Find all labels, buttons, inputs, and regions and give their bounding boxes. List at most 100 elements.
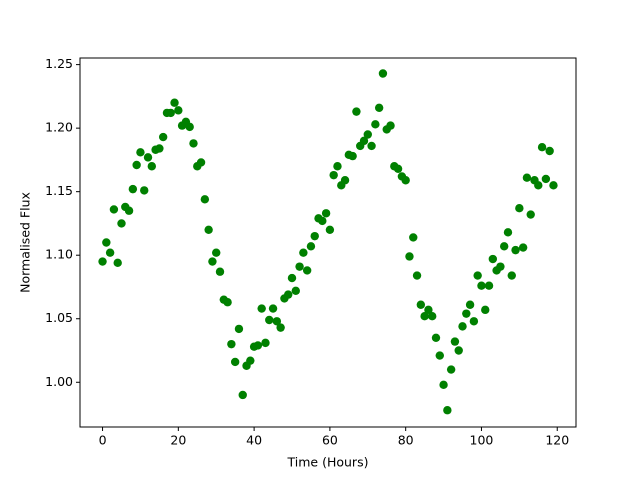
point bbox=[109, 205, 119, 214]
point bbox=[477, 281, 486, 290]
point bbox=[522, 173, 532, 182]
point bbox=[200, 195, 210, 204]
x-tick-label: 40 bbox=[246, 433, 262, 448]
point bbox=[462, 309, 471, 318]
point bbox=[481, 305, 490, 315]
point bbox=[401, 176, 410, 185]
point bbox=[511, 245, 520, 255]
point bbox=[174, 106, 183, 115]
point bbox=[458, 322, 467, 331]
point bbox=[496, 262, 505, 271]
point bbox=[124, 206, 134, 215]
x-tick-label: 20 bbox=[170, 433, 186, 448]
point bbox=[443, 406, 452, 415]
point bbox=[325, 225, 335, 234]
point bbox=[128, 184, 138, 194]
point bbox=[189, 139, 198, 148]
point bbox=[253, 341, 263, 350]
x-tick-label: 60 bbox=[322, 433, 338, 448]
point bbox=[230, 357, 240, 367]
point bbox=[302, 266, 312, 275]
point bbox=[318, 216, 327, 226]
y-tick-label: 1.15 bbox=[45, 183, 73, 198]
point bbox=[386, 121, 395, 130]
point bbox=[204, 225, 213, 234]
y-tick-label: 1.05 bbox=[45, 310, 73, 325]
point bbox=[537, 143, 547, 152]
point bbox=[488, 254, 498, 264]
point bbox=[299, 248, 308, 257]
point bbox=[405, 252, 414, 261]
point bbox=[234, 324, 244, 334]
point bbox=[276, 323, 285, 332]
point bbox=[454, 346, 463, 355]
x-tick-label: 120 bbox=[545, 433, 569, 448]
point bbox=[446, 365, 456, 374]
point bbox=[484, 281, 494, 290]
point bbox=[340, 176, 350, 185]
point bbox=[412, 271, 422, 280]
y-tick-label: 1.10 bbox=[45, 247, 73, 262]
point bbox=[431, 333, 441, 342]
point bbox=[374, 103, 384, 113]
point bbox=[329, 170, 338, 180]
point bbox=[272, 317, 282, 326]
point bbox=[378, 69, 388, 78]
point bbox=[371, 120, 380, 129]
point bbox=[261, 338, 270, 348]
point bbox=[265, 315, 274, 325]
point bbox=[132, 160, 141, 170]
point bbox=[257, 304, 266, 313]
point bbox=[227, 339, 236, 349]
point bbox=[549, 181, 558, 190]
point bbox=[534, 181, 543, 190]
y-tick-label: 1.20 bbox=[45, 120, 73, 135]
point bbox=[113, 258, 122, 268]
point bbox=[98, 257, 107, 266]
point bbox=[246, 356, 255, 365]
point bbox=[215, 267, 225, 276]
point bbox=[333, 162, 342, 171]
point bbox=[212, 248, 221, 257]
point bbox=[469, 317, 479, 326]
point bbox=[291, 286, 300, 295]
point bbox=[507, 271, 516, 280]
point bbox=[439, 380, 448, 390]
y-tick-label: 1.25 bbox=[45, 56, 73, 71]
point bbox=[393, 164, 403, 174]
point bbox=[465, 300, 475, 309]
point bbox=[102, 238, 111, 247]
x-tick-label: 80 bbox=[398, 433, 414, 448]
point bbox=[287, 273, 297, 283]
point bbox=[420, 311, 429, 321]
point bbox=[541, 174, 551, 184]
point bbox=[306, 242, 316, 251]
point bbox=[196, 158, 206, 167]
point bbox=[348, 151, 357, 161]
y-tick-label: 1.00 bbox=[45, 374, 73, 389]
point bbox=[310, 231, 319, 241]
point bbox=[359, 136, 369, 146]
y-axis-label: Normalised Flux bbox=[18, 192, 33, 293]
point bbox=[416, 300, 426, 309]
point bbox=[158, 132, 168, 142]
point bbox=[526, 210, 535, 219]
point bbox=[352, 107, 361, 116]
point bbox=[435, 351, 444, 360]
point bbox=[185, 122, 194, 132]
point bbox=[208, 257, 217, 266]
point bbox=[450, 337, 460, 346]
point bbox=[295, 262, 304, 271]
point bbox=[143, 153, 153, 162]
point bbox=[155, 144, 164, 153]
point bbox=[409, 233, 418, 242]
point bbox=[499, 242, 509, 251]
point bbox=[117, 219, 126, 228]
x-tick-label: 100 bbox=[470, 433, 494, 448]
point bbox=[545, 146, 554, 156]
point bbox=[424, 305, 433, 315]
point bbox=[363, 130, 372, 139]
point bbox=[321, 209, 331, 218]
